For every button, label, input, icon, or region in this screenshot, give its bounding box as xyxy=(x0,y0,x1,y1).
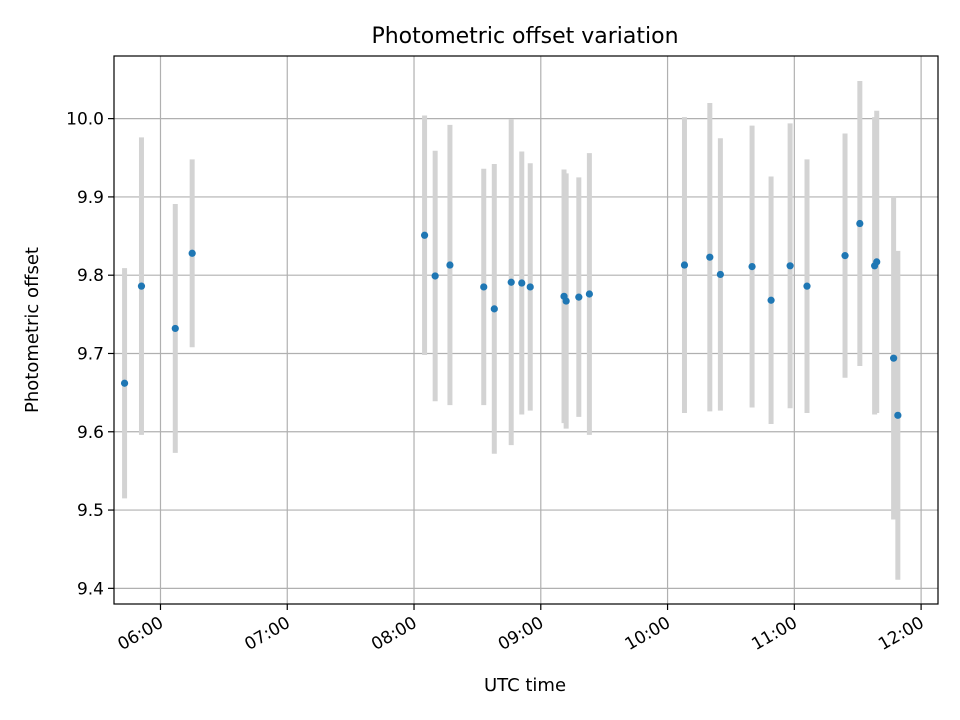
data-point xyxy=(420,231,429,239)
data-point xyxy=(431,272,439,280)
x-tick-label: 08:00 xyxy=(368,613,420,655)
plot-frame xyxy=(113,55,939,605)
data-point xyxy=(526,283,534,291)
y-tick-label: 9.7 xyxy=(77,344,104,364)
y-tick-label: 9.5 xyxy=(77,501,104,521)
y-tick-label: 9.4 xyxy=(77,579,104,599)
data-point xyxy=(706,253,714,261)
data-point xyxy=(841,252,849,260)
data-point xyxy=(585,290,593,298)
data-point xyxy=(480,283,488,291)
data-point xyxy=(490,305,498,313)
data-point xyxy=(188,249,196,257)
error-bars xyxy=(122,81,901,580)
x-tick-label: 12:00 xyxy=(875,613,927,655)
data-point xyxy=(575,293,583,301)
data-point xyxy=(873,258,881,266)
y-tick-label: 9.8 xyxy=(77,266,104,286)
y-tick-label: 10.0 xyxy=(66,110,104,130)
data-point xyxy=(137,282,146,290)
data-point xyxy=(171,324,179,333)
data-point xyxy=(894,411,902,419)
x-tick-label: 09:00 xyxy=(495,613,547,655)
data-point xyxy=(120,379,129,387)
data-point xyxy=(803,282,811,290)
data-point xyxy=(716,270,724,279)
y-tick-label: 9.6 xyxy=(77,423,104,443)
x-tick-label: 10:00 xyxy=(622,613,674,655)
data-point xyxy=(680,261,689,269)
x-axis-ticks: 06:00 07:00 08:00 09:00 10:00 11:00 12:00 xyxy=(115,604,928,655)
data-point xyxy=(767,296,775,304)
y-tick-label: 9.9 xyxy=(77,188,104,208)
data-point xyxy=(786,262,794,270)
x-axis-label: UTC time xyxy=(484,675,566,696)
data-points xyxy=(120,219,902,419)
data-point xyxy=(507,278,515,286)
x-tick-label: 06:00 xyxy=(115,613,167,655)
data-point xyxy=(748,262,756,271)
data-point xyxy=(446,261,454,269)
y-axis-label: Photometric offset xyxy=(22,247,43,413)
chart-title: Photometric offset variation xyxy=(371,24,678,49)
x-tick-label: 07:00 xyxy=(241,613,293,655)
y-axis-ticks: 9.4 9.5 9.6 9.7 9.8 9.9 10.0 xyxy=(66,110,114,599)
data-point xyxy=(890,354,898,362)
data-point xyxy=(856,219,864,228)
x-tick-label: 11:00 xyxy=(748,613,800,655)
data-point xyxy=(518,279,526,287)
data-point xyxy=(562,297,570,305)
grid-lines xyxy=(114,56,938,604)
